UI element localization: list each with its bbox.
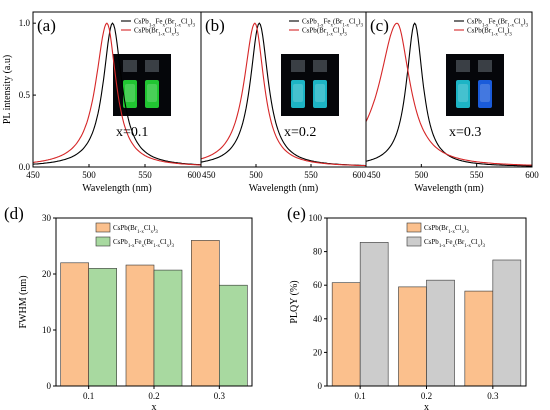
panel-c: 450 500 550 600 Wavelength (nm) (c) CsPb1-xFex… [365, 11, 539, 194]
panel-d: 0.1 0.2 0.3 0 10 20 30 x FWHM (nm) (d) CsPb(Br1-xC… [4, 204, 253, 410]
panel-tag-c: (c) [370, 16, 389, 35]
x-value-note-a: x=0.1 [116, 125, 148, 140]
vial-photo-a [113, 54, 171, 116]
y-tick-label-e: 80 [313, 247, 323, 257]
bar-d-0.1-s0 [60, 262, 89, 387]
bar-d-0.3-s1 [219, 284, 248, 387]
legend-swatch-d [95, 236, 111, 247]
legend-label-d: CsPb(Br1-xClx)3 [113, 224, 158, 235]
plot-frame-e [326, 217, 527, 387]
vial-photo-b [281, 54, 339, 116]
bar-d-0.2-s0 [125, 264, 155, 387]
x-tick-label-d: 0.2 [148, 391, 159, 401]
legend-swatch-d [95, 222, 111, 233]
x-tick-label-b: 500 [249, 170, 263, 180]
x-tick-label-a: 550 [138, 170, 152, 180]
bar-e-0.3-s1 [492, 259, 522, 387]
bar-d-0.3-s0 [191, 240, 220, 387]
y-tick-label-e: 100 [309, 213, 323, 223]
y-tick-label-d: 0 [47, 381, 52, 391]
x-axis-title-c: Wavelength (nm) [414, 183, 483, 194]
x-tick-label-d: 0.3 [214, 391, 226, 401]
bar-e-0.2-s1 [426, 279, 455, 387]
legend-swatch-e [406, 236, 422, 247]
panel-tag-a: (a) [37, 16, 56, 35]
legend-label-a: CsPb1-xFex(Br1-xClx)3 [134, 18, 195, 29]
x-tick-label-d: 0.1 [83, 391, 94, 401]
legend-label-e: CsPb(Br1-xClx)3 [424, 224, 469, 235]
y-axis-title-a: PL intensity (a.u) [2, 55, 13, 124]
x-axis-title-a: Wavelength (nm) [82, 183, 151, 194]
legend-swatch-e [406, 222, 422, 233]
legend-label-b: CsPb1-xFex(Br1-xClx)3 [302, 18, 363, 29]
y-tick-label-e: 40 [313, 314, 323, 324]
legend-label-c: CsPb1-xFex(Br1-xClx)3 [467, 18, 528, 29]
panel-a: 450 500 550 600 Wavelength (nm) 0.0 0.5 1.0 PL i… [2, 11, 202, 194]
x-tick-label-e: 0.2 [421, 391, 432, 401]
pl-curve-c-1 [365, 22, 532, 166]
y-axis-title-d: FWHM (nm) [18, 275, 29, 328]
panel-b: 450 500 550 600 Wavelength (nm) (b) CsPb1-xFex… [200, 11, 367, 194]
x-tick-label-c: 500 [415, 170, 429, 180]
panel-e: 0.1 0.2 0.3 0 20 40 60 80 100 x PLQY (%) (e) CsPb(Br… [287, 204, 527, 410]
bar-e-0.1-s1 [359, 242, 389, 387]
pl-curve-a-1 [32, 22, 202, 166]
x-tick-label-c: 550 [470, 170, 484, 180]
x-tick-label-c: 450 [367, 170, 381, 180]
x-tick-label-a: 500 [82, 170, 96, 180]
y-tick-label-a: 0.5 [19, 90, 31, 100]
x-value-note-b: x=0.2 [284, 125, 316, 140]
legend-label-b: CsPb(Br1-xClx)3 [302, 27, 347, 38]
x-tick-label-c: 600 [525, 170, 539, 180]
x-tick-label-b: 550 [304, 170, 318, 180]
bar-d-0.2-s1 [153, 269, 183, 387]
y-tick-label-e: 20 [313, 347, 323, 357]
bar-e-0.3-s0 [464, 290, 494, 387]
x-value-note-c: x=0.3 [449, 125, 481, 140]
x-tick-label-e: 0.1 [355, 391, 366, 401]
plot-frame-d [55, 217, 253, 387]
y-tick-label-d: 10 [42, 325, 52, 335]
legend-label-a: CsPb(Br1-xClx)3 [134, 27, 179, 38]
x-axis-title-b: Wavelength (nm) [249, 183, 318, 194]
x-axis-title-d: x [152, 402, 157, 410]
bar-d-0.1-s1 [88, 268, 117, 387]
legend-label-c: CsPb(Br1-xClx)3 [467, 27, 512, 38]
pl-curve-b-1 [200, 22, 366, 167]
plot-frame-c [365, 11, 533, 168]
bar-e-0.1-s0 [331, 282, 361, 387]
x-tick-label-b: 600 [353, 170, 367, 180]
bar-e-0.2-s0 [398, 286, 427, 387]
y-tick-label-a: 0.0 [19, 162, 31, 172]
y-tick-label-d: 30 [42, 213, 52, 223]
legend-label-d: CsPb1-xFex(Br1-xClx)3 [113, 238, 174, 249]
y-axis-title-e: PLQY (%) [289, 280, 300, 323]
y-tick-label-d: 20 [42, 269, 52, 279]
x-tick-label-e: 0.3 [487, 391, 499, 401]
panel-tag-e: (e) [287, 204, 306, 223]
panel-tag-b: (b) [205, 16, 225, 35]
x-tick-label-a: 450 [26, 170, 40, 180]
panel-tag-d: (d) [4, 204, 24, 223]
x-tick-label-b: 450 [202, 170, 216, 180]
y-tick-label-e: 60 [313, 280, 323, 290]
x-tick-label-a: 600 [188, 170, 202, 180]
vial-photo-c [446, 54, 504, 116]
pl-curve-a-0 [32, 22, 201, 166]
y-tick-label-a: 1.0 [19, 18, 31, 28]
x-axis-title-e: x [424, 402, 429, 410]
legend-label-e: CsPb1-xFex(Br1-xClx)3 [424, 238, 485, 249]
y-tick-label-e: 0 [318, 381, 323, 391]
